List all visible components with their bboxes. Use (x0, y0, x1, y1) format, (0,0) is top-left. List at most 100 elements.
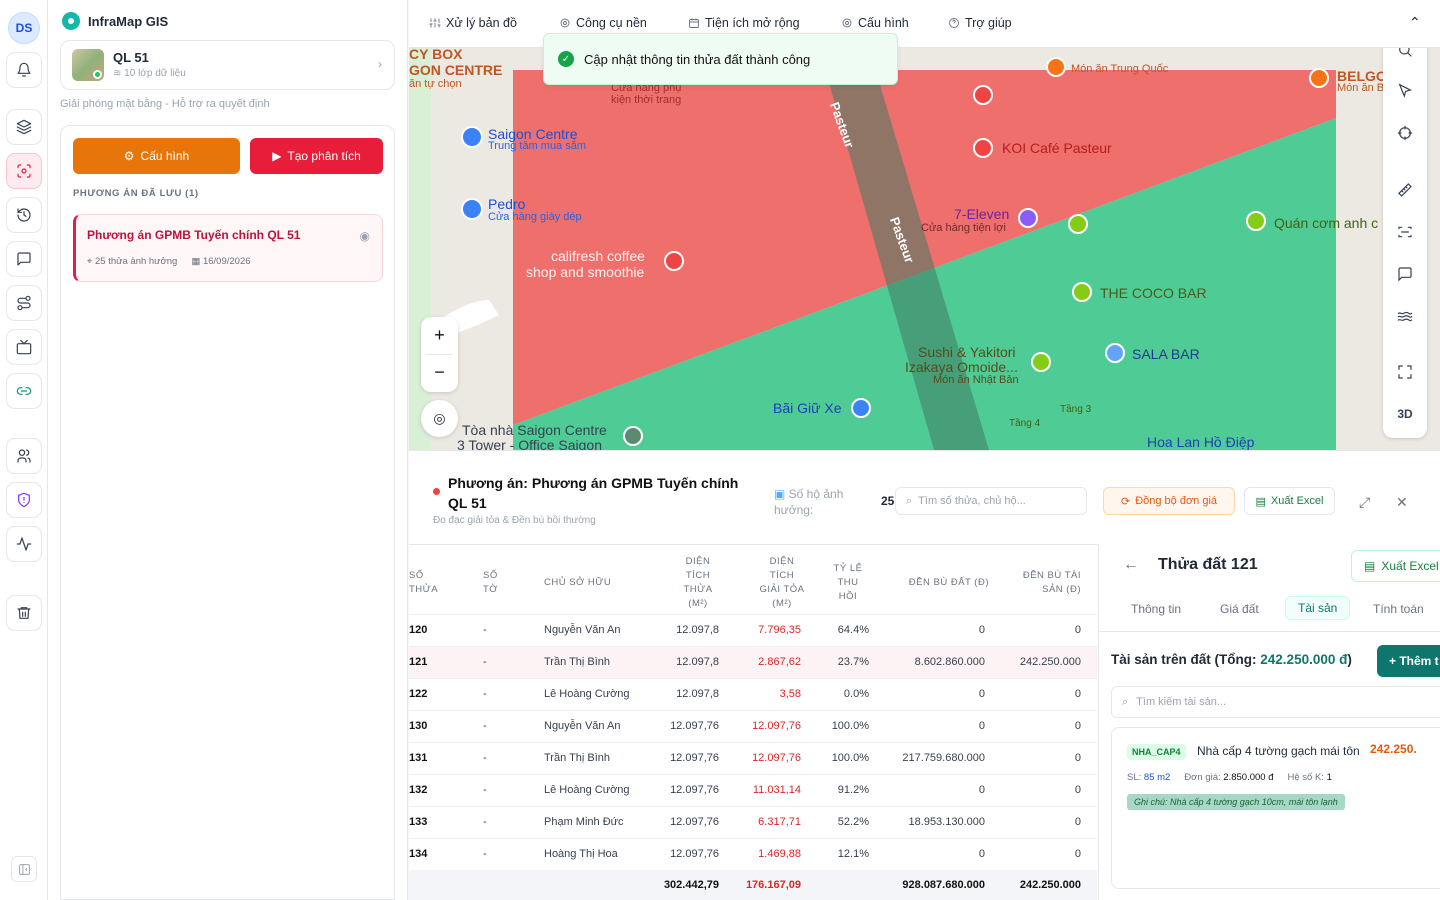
close-icon[interactable]: ✕ (1396, 494, 1408, 510)
building-pin-icon[interactable] (623, 426, 643, 446)
tab-land-price[interactable]: Giá đất (1220, 602, 1259, 616)
parcel-export-button[interactable]: ▤ Xuất Excel (1351, 550, 1440, 582)
map-canvas[interactable]: CY BOX GON CENTRE ăn tự chọn Saigon Cent… (409, 0, 1440, 450)
file-spreadsheet-icon: ▤ (1364, 559, 1376, 573)
column-header[interactable]: Tỷ lệ thu hồi (833, 563, 863, 602)
column-header[interactable]: Số thửa (409, 570, 439, 595)
menu-extensions[interactable]: Tiện ích mở rộng (688, 16, 800, 30)
expand-icon[interactable]: ⤢ (1359, 494, 1371, 510)
shopping-pin-icon[interactable] (461, 198, 483, 220)
asset-qty-value: 85 m2 (1143, 772, 1171, 783)
gpmb-analysis-button[interactable] (6, 153, 42, 189)
menu-config[interactable]: Cấu hình (841, 16, 909, 30)
table-row[interactable]: 130 - Nguyễn Văn An 12.097,76 12.097,76 100.0… (409, 710, 1097, 742)
column-header[interactable]: Diện tích giải tỏa (m²) (759, 556, 805, 609)
messages-button[interactable] (6, 241, 42, 277)
restaurant-pin-icon[interactable] (1068, 214, 1088, 234)
asset-coef: Hệ số K: 1 (1287, 772, 1331, 783)
toast-message: Cập nhật thông tin thửa đất thành công (584, 51, 811, 67)
table-row[interactable]: 121 - Trần Thị Bình 12.097,8 2.867,62 23.7% 8.… (409, 646, 1097, 678)
trash-button[interactable] (6, 595, 42, 631)
back-arrow-icon[interactable]: ← (1123, 556, 1139, 573)
table-row[interactable]: 120 - Nguyễn Văn An 12.097,8 7.796,35 64.4% 0 0 (409, 614, 1097, 646)
plan-date-text: 16/09/2026 (202, 256, 251, 267)
table-row[interactable]: 134 - Hoàng Thị Hoa 12.097,76 1.469,88 12.1% 0… (409, 838, 1097, 870)
parking-pin-icon[interactable] (851, 398, 871, 418)
menu-map-processing[interactable]: Xử lý bản đồ (429, 16, 517, 30)
cafe-pin-icon[interactable] (973, 85, 993, 105)
cell-thua: 120 (409, 624, 428, 636)
tab-info[interactable]: Thông tin (1131, 602, 1182, 616)
tv-button[interactable] (6, 329, 42, 365)
activity-button[interactable] (6, 526, 42, 562)
link-button[interactable] (6, 373, 42, 409)
locate-button[interactable] (1395, 123, 1415, 143)
menu-help[interactable]: Trợ giúp (948, 16, 1012, 30)
saved-plan-card[interactable]: Phương án GPMB Tuyến chính QL 51 ◉ ⌖ 25 … (73, 214, 383, 282)
layers-button[interactable] (6, 109, 42, 145)
menu-base-tools[interactable]: Công cụ nền (559, 16, 647, 30)
asset-search-input[interactable]: ⌕ Tìm kiếm tài sản... (1111, 686, 1440, 718)
table-row[interactable]: 133 - Phạm Minh Đức 12.097,76 6.317,71 52.2% 1… (409, 806, 1097, 838)
restaurant-pin-icon[interactable] (1031, 352, 1051, 372)
column-header[interactable]: Chủ sở hữu (544, 577, 612, 588)
fullscreen-button[interactable] (1395, 362, 1415, 382)
export-excel-button[interactable]: ▤ Xuất Excel (1244, 487, 1335, 515)
restaurant-pin-icon[interactable] (1309, 68, 1329, 88)
collapse-sidebar-button[interactable] (11, 856, 37, 882)
3d-toggle[interactable]: 3D (1397, 407, 1413, 421)
column-header[interactable]: Đền bù tài sản (đ) (1022, 570, 1081, 595)
select-tool-button[interactable] (1395, 80, 1415, 100)
parcel-table: Số thửa Số tờ Chủ sở hữu Diện tích thửa … (409, 544, 1097, 900)
households-value: 25 (881, 494, 895, 508)
sync-price-button[interactable]: ⟳ Đồng bộ đơn giá (1103, 487, 1235, 515)
comment-button[interactable] (1395, 264, 1415, 284)
asset-meta: SL: 85 m2 Đơn giá: 2.850.000 đ Hệ số K: … (1127, 772, 1332, 783)
area-select-button[interactable] (1395, 222, 1415, 242)
table-row[interactable]: 131 - Trần Thị Bình 12.097,76 12.097,76 100.0… (409, 742, 1097, 774)
bell-button[interactable] (6, 52, 42, 88)
settings-icon: ⚙ (123, 149, 135, 163)
bar-pin-icon[interactable] (1072, 282, 1092, 302)
restaurant-pin-icon[interactable] (1246, 211, 1266, 231)
store-pin-icon[interactable] (1018, 208, 1038, 228)
cell-area: 12.097,8 (676, 656, 719, 668)
collapse-toolbar-button[interactable]: ⌃ (1409, 14, 1421, 31)
cell-clear: 1.469,88 (758, 848, 801, 860)
search-icon: ⌕ (906, 494, 913, 507)
asset-card[interactable]: NHA_CAP4 Nhà cấp 4 tường gạch mái tôn 24… (1111, 727, 1440, 889)
config-button[interactable]: ⚙ Cấu hình (73, 138, 240, 174)
table-totals-row: 302.442,79 176.167,09 928.087.680.000 24… (409, 870, 1097, 900)
users-button[interactable] (6, 438, 42, 474)
shopping-pin-icon[interactable] (461, 126, 483, 148)
table-row[interactable]: 132 - Lê Hoàng Cường 12.097,76 11.031,14 91.2… (409, 774, 1097, 806)
zoom-in-button[interactable]: + (434, 325, 445, 345)
tab-assets[interactable]: Tài sản (1285, 596, 1351, 620)
bar-pin-icon[interactable] (1105, 343, 1125, 363)
project-selector[interactable]: QL 51 ≋ 10 lớp dữ liệu › (60, 40, 395, 90)
create-analysis-button[interactable]: ▶ Tạo phân tích (250, 138, 383, 174)
column-header[interactable]: Đền bù đất (đ) (908, 577, 989, 588)
cell-land: 0 (978, 784, 985, 796)
route-button[interactable] (6, 285, 42, 321)
eye-icon[interactable]: ◉ (359, 229, 370, 243)
cafe-pin-icon[interactable] (664, 251, 684, 271)
column-header[interactable]: Số tờ (483, 570, 498, 595)
poi-sub: Cửa hàng giày dép (488, 211, 582, 223)
security-button[interactable] (6, 482, 42, 518)
tab-calculation[interactable]: Tính toán (1373, 602, 1424, 616)
restaurant-pin-icon[interactable] (1046, 57, 1066, 77)
compass-button[interactable]: ◎ (421, 400, 458, 437)
column-header[interactable]: Diện tích thửa (m²) (683, 556, 713, 609)
history-button[interactable] (6, 197, 42, 233)
cell-clear: 11.031,14 (752, 784, 801, 796)
table-search-input[interactable]: ⌕ Tìm số thửa, chủ hộ... (895, 487, 1087, 515)
asset-name: Nhà cấp 4 tường gạch mái tôn (1197, 744, 1360, 758)
add-asset-button[interactable]: + Thêm t (1377, 645, 1440, 677)
measure-button[interactable] (1395, 180, 1415, 200)
waves-button[interactable] (1395, 306, 1415, 326)
zoom-out-button[interactable]: − (434, 362, 445, 382)
table-row[interactable]: 122 - Lê Hoàng Cường 12.097,8 3,58 0.0% 0 0 (409, 678, 1097, 710)
avatar[interactable]: DS (8, 12, 40, 44)
cafe-pin-icon[interactable] (973, 138, 993, 158)
